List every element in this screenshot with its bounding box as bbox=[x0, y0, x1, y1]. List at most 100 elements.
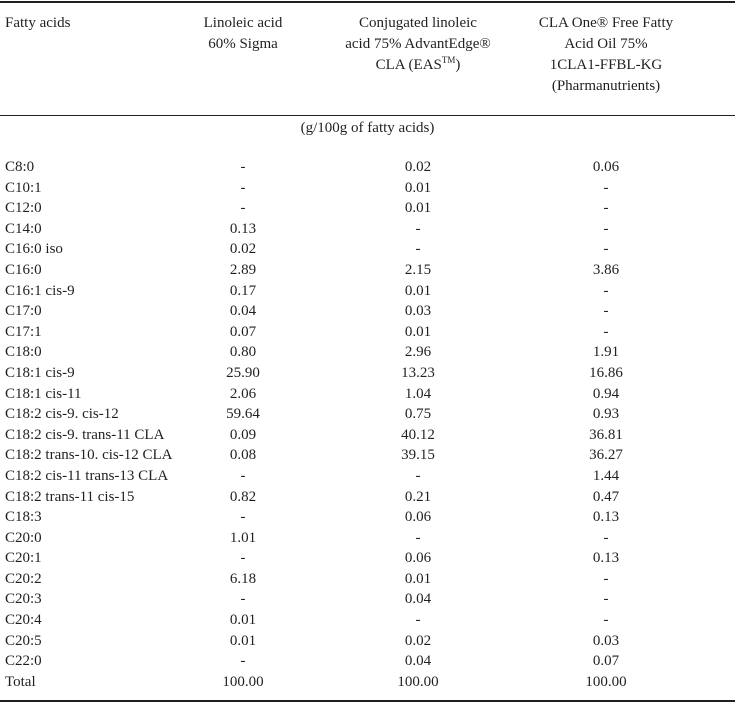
cell-cla-one: - bbox=[603, 303, 609, 320]
row-name: C18:2 cis-11 trans-13 CLA bbox=[5, 467, 169, 484]
header-line: Acid Oil 75% bbox=[564, 36, 648, 52]
top-rule bbox=[0, 1, 735, 3]
cell-conjugated-linoleic-acid: 0.02 bbox=[404, 632, 432, 649]
header-line: CLA One® Free Fatty bbox=[538, 15, 674, 31]
cell-conjugated-linoleic-acid: 0.01 bbox=[404, 200, 432, 217]
table-row: C20:0 1.01 - - bbox=[0, 528, 735, 549]
table-row: C16:1 cis-9 0.17 0.01 - bbox=[0, 281, 735, 302]
row-name: C16:0 bbox=[5, 261, 42, 278]
cell-linoleic-acid: 100.00 bbox=[222, 673, 264, 690]
cell-linoleic-acid: 0.02 bbox=[229, 241, 257, 258]
header-rule bbox=[0, 115, 735, 116]
bottom-rule bbox=[0, 700, 735, 702]
header-line: 1CLA1-FFBL-KG bbox=[549, 57, 663, 73]
cell-conjugated-linoleic-acid: - bbox=[415, 612, 421, 629]
cell-cla-one: - bbox=[603, 200, 609, 217]
table-row: C16:0 iso 0.02 - - bbox=[0, 239, 735, 260]
cell-linoleic-acid: 0.17 bbox=[229, 282, 257, 299]
cell-cla-one: 0.47 bbox=[592, 488, 620, 505]
header-text: ) bbox=[455, 57, 461, 73]
row-name: C20:0 bbox=[5, 529, 42, 546]
cell-linoleic-acid: - bbox=[240, 159, 246, 175]
row-name: C12:0 bbox=[5, 200, 42, 217]
header-cla-one: CLA One® Free Fatty Acid Oil 75% 1CLA1-F… bbox=[512, 13, 700, 97]
cell-conjugated-linoleic-acid: - bbox=[415, 220, 421, 237]
cell-conjugated-linoleic-acid: 1.04 bbox=[404, 385, 432, 402]
table-row: C12:0 - 0.01 - bbox=[0, 198, 735, 219]
cell-linoleic-acid: 0.04 bbox=[229, 303, 257, 320]
cell-cla-one: - bbox=[603, 529, 609, 546]
header-line: Linoleic acid bbox=[203, 15, 283, 31]
header-line: (Pharmanutrients) bbox=[551, 78, 661, 94]
cell-linoleic-acid: - bbox=[240, 550, 246, 567]
table-row: C17:0 0.04 0.03 - bbox=[0, 301, 735, 322]
cell-cla-one: - bbox=[603, 282, 609, 299]
cell-cla-one: 0.06 bbox=[592, 159, 620, 175]
cell-linoleic-acid: - bbox=[240, 467, 246, 484]
cell-cla-one: - bbox=[603, 323, 609, 340]
cell-conjugated-linoleic-acid: 39.15 bbox=[401, 447, 435, 464]
cell-cla-one: 100.00 bbox=[585, 673, 627, 690]
table-row: C18:0 0.80 2.96 1.91 bbox=[0, 342, 735, 363]
cell-linoleic-acid: - bbox=[240, 591, 246, 608]
row-name: C18:3 bbox=[5, 509, 42, 526]
cell-linoleic-acid: - bbox=[240, 200, 246, 217]
cell-conjugated-linoleic-acid: 2.96 bbox=[404, 344, 432, 361]
table-row: C20:5 0.01 0.02 0.03 bbox=[0, 631, 735, 652]
table-row: C18:2 trans-10. cis-12 CLA 0.08 39.15 36.27 bbox=[0, 445, 735, 466]
cell-cla-one: 36.27 bbox=[589, 447, 623, 464]
row-name: C18:1 cis-9 bbox=[5, 364, 75, 381]
row-name: C18:0 bbox=[5, 344, 42, 361]
cell-conjugated-linoleic-acid: 0.02 bbox=[404, 159, 432, 175]
row-name: C18:1 cis-11 bbox=[5, 385, 82, 402]
table-row: C18:1 cis-11 2.06 1.04 0.94 bbox=[0, 384, 735, 405]
cell-conjugated-linoleic-acid: 0.01 bbox=[404, 179, 432, 196]
cell-cla-one: - bbox=[603, 612, 609, 629]
table-row: C16:0 2.89 2.15 3.86 bbox=[0, 260, 735, 281]
row-name: C22:0 bbox=[5, 653, 42, 670]
header-line: acid 75% AdvantEdge® bbox=[345, 36, 491, 52]
row-name: C14:0 bbox=[5, 220, 42, 237]
cell-cla-one: 0.13 bbox=[592, 550, 620, 567]
cell-conjugated-linoleic-acid: - bbox=[415, 529, 421, 546]
cell-conjugated-linoleic-acid: 0.04 bbox=[404, 591, 432, 608]
cell-conjugated-linoleic-acid: 0.01 bbox=[404, 323, 432, 340]
cell-cla-one: 1.91 bbox=[592, 344, 620, 361]
table-row: C17:1 0.07 0.01 - bbox=[0, 322, 735, 343]
cell-conjugated-linoleic-acid: 100.00 bbox=[397, 673, 439, 690]
trademark-superscript: TM bbox=[441, 55, 456, 65]
row-name: C17:1 bbox=[5, 323, 42, 340]
row-name: Total bbox=[5, 673, 36, 690]
unit-label: (g/100g of fatty acids) bbox=[300, 120, 435, 136]
cell-cla-one: - bbox=[603, 570, 609, 587]
cell-linoleic-acid: 0.08 bbox=[229, 447, 257, 464]
header-fatty-acids: Fatty acids bbox=[5, 15, 71, 31]
table-body: C8:0-0.02 0.06 C10:1-0.01- C12:0-0.01- C14:0… bbox=[0, 157, 735, 692]
cell-conjugated-linoleic-acid: 0.06 bbox=[404, 550, 432, 567]
table-row: C18:1 cis-9 25.90 13.23 16.86 bbox=[0, 363, 735, 384]
row-name: C18:2 trans-10. cis-12 CLA bbox=[5, 447, 173, 464]
cell-linoleic-acid: 0.01 bbox=[229, 612, 257, 629]
cell-cla-one: - bbox=[603, 220, 609, 237]
cell-cla-one: - bbox=[603, 591, 609, 608]
row-name: C20:3 bbox=[5, 591, 42, 608]
table-row: C18:2 cis-9. trans-11 CLA 0.09 40.12 36.81 bbox=[0, 425, 735, 446]
table-row: C18:2 trans-11 cis-15 0.82 0.21 0.47 bbox=[0, 487, 735, 508]
cell-conjugated-linoleic-acid: - bbox=[415, 241, 421, 258]
table-row: Total 100.00 100.00 100.00 bbox=[0, 672, 735, 693]
cell-linoleic-acid: 0.09 bbox=[229, 426, 257, 443]
row-name: C20:1 bbox=[5, 550, 42, 567]
cell-linoleic-acid: - bbox=[240, 179, 246, 196]
cell-cla-one: - bbox=[603, 241, 609, 258]
table-row: C18:3 - 0.06 0.13 bbox=[0, 507, 735, 528]
cell-conjugated-linoleic-acid: 0.21 bbox=[404, 488, 432, 505]
table-row: C20:1 - 0.06 0.13 bbox=[0, 548, 735, 569]
cell-conjugated-linoleic-acid: - bbox=[415, 467, 421, 484]
cell-cla-one: 16.86 bbox=[589, 364, 623, 381]
row-name: C18:2 cis-9. trans-11 CLA bbox=[5, 426, 165, 443]
cell-conjugated-linoleic-acid: 0.01 bbox=[404, 282, 432, 299]
table-row: C20:2 6.18 0.01 - bbox=[0, 569, 735, 590]
cell-linoleic-acid: - bbox=[240, 653, 246, 670]
cell-conjugated-linoleic-acid: 0.03 bbox=[404, 303, 432, 320]
